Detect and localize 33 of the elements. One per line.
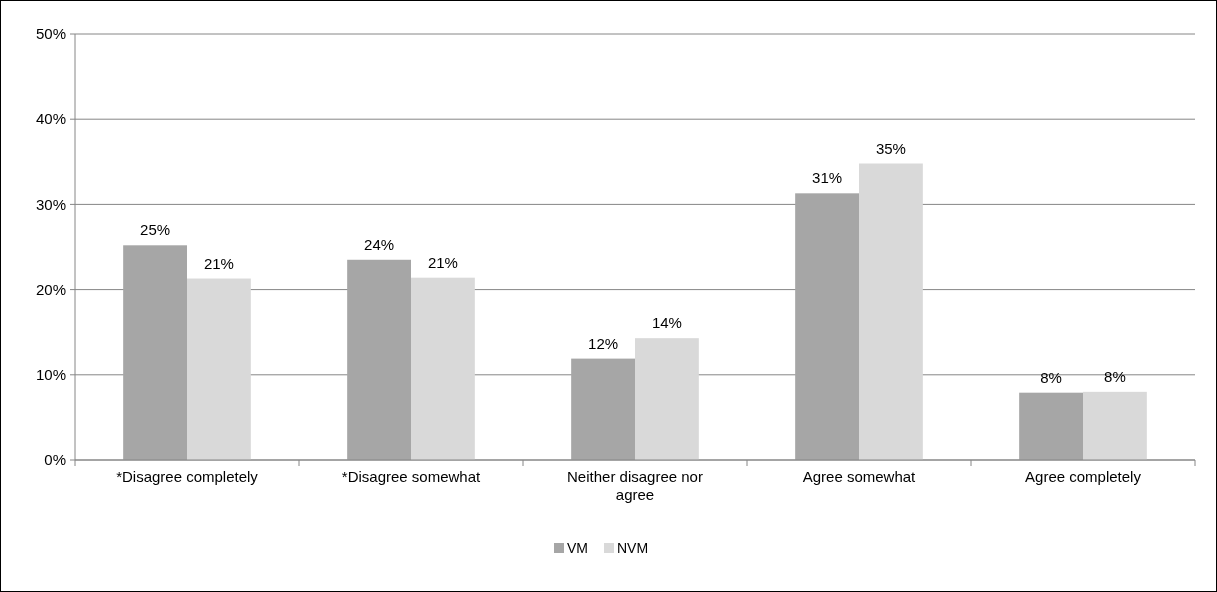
data-label: 12%	[588, 334, 619, 352]
x-tick-label: Agree completely	[1025, 468, 1142, 485]
bar	[123, 245, 187, 460]
bar	[859, 163, 923, 460]
bar	[571, 358, 635, 460]
data-label: 24%	[364, 235, 395, 253]
legend-label: NVM	[617, 539, 649, 556]
data-label: 14%	[651, 314, 682, 332]
data-label: 8%	[1040, 368, 1062, 386]
x-tick-label: *Disagree somewhat	[341, 468, 482, 485]
data-label: 25%	[140, 221, 171, 239]
x-tick-label: Neither disagree nor agree	[567, 468, 703, 503]
data-label: 21%	[203, 254, 234, 272]
data-label: 35%	[875, 139, 906, 157]
bar	[187, 278, 251, 460]
y-tick-label: 20%	[35, 280, 66, 298]
bar	[1019, 392, 1083, 460]
bar	[347, 259, 411, 460]
bar	[1083, 391, 1147, 460]
bar	[411, 277, 475, 460]
bar	[635, 338, 699, 460]
data-label: 21%	[427, 253, 458, 271]
data-label: 31%	[812, 169, 843, 187]
x-tick-label: *Disagree completely	[116, 468, 259, 485]
x-tick-label: Agree somewhat	[802, 468, 917, 485]
y-tick-label: 50%	[35, 25, 66, 43]
y-tick-label: 40%	[35, 110, 66, 128]
y-tick-label: 0%	[44, 451, 66, 469]
y-tick-label: 30%	[35, 195, 66, 213]
y-tick-label: 10%	[35, 366, 66, 384]
data-label: 8%	[1104, 367, 1126, 385]
legend-label: VM	[567, 539, 588, 556]
bar	[795, 193, 859, 460]
